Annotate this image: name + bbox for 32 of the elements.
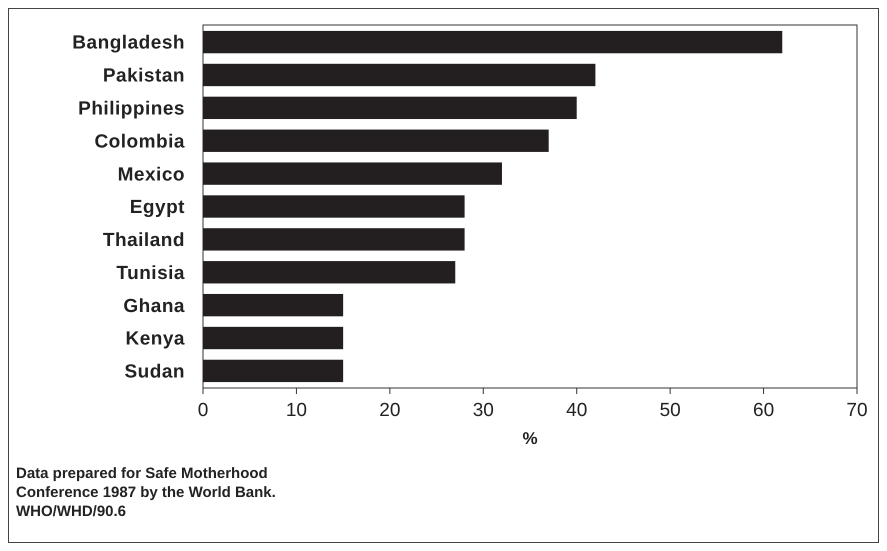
x-tick-label: 30 (472, 400, 494, 421)
bar (203, 360, 344, 382)
y-tick-label: Tunisia (116, 262, 185, 284)
x-tick-label: 60 (753, 400, 774, 421)
x-tick-label: 50 (660, 400, 681, 421)
y-tick-label: Sudan (124, 362, 185, 383)
y-tick-label: Philippines (78, 98, 185, 120)
bar (203, 228, 465, 251)
y-tick-label: Mexico (118, 164, 185, 186)
y-tick-label: Ghana (123, 296, 185, 317)
y-tick-label: Bangladesh (72, 32, 185, 54)
text: Data prepared for Safe Motherhood Conference 1987 by the World Bank. WHO/WHD/90.6 (16, 465, 276, 520)
bar (203, 64, 596, 86)
bar (203, 162, 502, 185)
x-tick-label: 40 (566, 400, 588, 421)
x-tick-label: 0 (198, 400, 208, 421)
y-tick-label: Colombia (94, 131, 185, 152)
y-tick-label: Thailand (102, 230, 185, 252)
bar (203, 130, 549, 152)
x-axis-title: % (522, 429, 538, 448)
x-tick-label: 10 (286, 400, 307, 421)
y-tick-label: Kenya (125, 328, 185, 350)
x-tick-label: 70 (846, 400, 868, 421)
x-tick-label: 20 (379, 400, 400, 421)
bar (203, 261, 456, 284)
y-tick-label: Pakistan (102, 66, 185, 87)
bar (203, 195, 465, 218)
bar (203, 96, 577, 120)
bar (203, 30, 782, 54)
bar (203, 326, 344, 350)
bar (203, 294, 344, 316)
y-tick-label: Egypt (130, 197, 186, 218)
